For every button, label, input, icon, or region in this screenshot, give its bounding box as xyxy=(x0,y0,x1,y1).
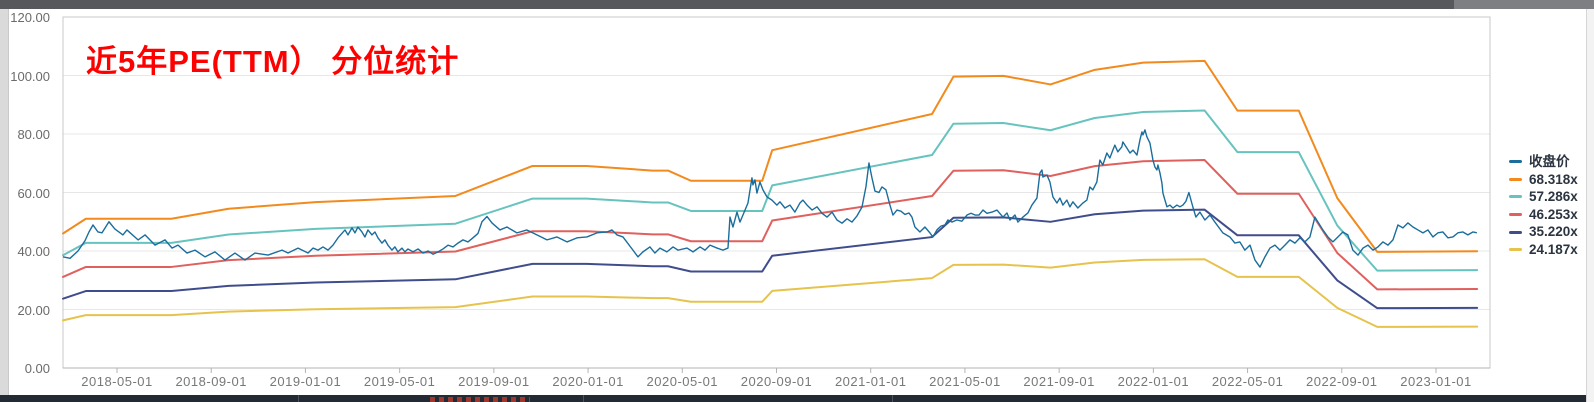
x-axis-label: 2021-09-01 xyxy=(1023,374,1095,389)
pe-band-line-46.253x[interactable] xyxy=(62,159,1479,291)
x-axis-label: 2019-05-01 xyxy=(363,374,436,389)
pe-band-line-24.187x[interactable] xyxy=(62,258,1479,328)
x-axis-label: 2018-09-01 xyxy=(175,374,247,389)
y-axis-label: 120.00 xyxy=(10,10,50,25)
x-axis-label: 2019-01-01 xyxy=(269,374,342,389)
legend-item-46.253x[interactable]: 46.253x xyxy=(1509,206,1578,224)
y-axis-label: 0.00 xyxy=(24,361,50,376)
legend-label: 35.220x xyxy=(1529,224,1578,240)
x-axis-label: 2022-09-01 xyxy=(1306,374,1378,389)
close-price-line[interactable] xyxy=(62,129,1478,268)
left-edge-strip xyxy=(0,9,9,395)
chart-title: 近5年PE(TTM） 分位统计 xyxy=(86,44,460,79)
legend-item-close[interactable]: 收盘价 xyxy=(1509,153,1578,171)
window-top-bar xyxy=(0,0,1594,9)
x-axis-label: 2020-05-01 xyxy=(646,374,719,389)
column-separator xyxy=(583,395,584,402)
vertical-scrollbar[interactable] xyxy=(1586,9,1594,402)
x-axis-label: 2022-01-01 xyxy=(1117,374,1190,389)
legend-line-swatch xyxy=(1509,195,1522,199)
legend-item-68.318x[interactable]: 68.318x xyxy=(1509,171,1578,189)
clipped-row-below-chart xyxy=(0,395,1586,402)
x-axis-label: 2022-05-01 xyxy=(1211,374,1284,389)
legend-label: 68.318x xyxy=(1529,171,1578,187)
legend-line-swatch xyxy=(1509,213,1522,217)
x-axis-label: 2019-09-01 xyxy=(458,374,530,389)
chart-legend: 收盘价 68.318x 57.286x 46.253x 35.220x 24.187x xyxy=(1509,153,1578,259)
y-axis-label: 40.00 xyxy=(17,244,50,259)
column-separator xyxy=(892,395,893,402)
legend-item-24.187x[interactable]: 24.187x xyxy=(1509,241,1578,259)
x-axis-label: 2020-09-01 xyxy=(740,374,813,389)
x-axis-label: 2023-01-01 xyxy=(1400,374,1472,389)
legend-label: 收盘价 xyxy=(1529,154,1570,170)
clipped-red-text-fragment xyxy=(430,397,530,402)
legend-item-57.286x[interactable]: 57.286x xyxy=(1509,188,1578,206)
legend-label: 46.253x xyxy=(1529,206,1578,222)
x-axis-label: 2018-05-01 xyxy=(81,374,153,389)
legend-label: 57.286x xyxy=(1529,189,1578,205)
y-axis-label: 80.00 xyxy=(17,127,50,142)
column-separator xyxy=(298,395,299,402)
legend-line-swatch xyxy=(1509,177,1522,181)
legend-line-swatch xyxy=(1509,230,1522,234)
x-axis-label: 2020-01-01 xyxy=(552,374,624,389)
legend-line-swatch xyxy=(1509,160,1522,164)
x-axis-label: 2021-01-01 xyxy=(834,374,907,389)
chart-plot-canvas[interactable] xyxy=(0,9,1594,402)
legend-line-swatch xyxy=(1509,248,1522,252)
pe-band-line-35.220x[interactable] xyxy=(62,208,1479,310)
window-top-bar-tail xyxy=(1454,0,1594,9)
y-axis-label: 20.00 xyxy=(17,302,50,318)
x-axis-label: 2021-05-01 xyxy=(929,374,1001,389)
y-axis-label: 60.00 xyxy=(17,185,50,201)
legend-item-35.220x[interactable]: 35.220x xyxy=(1509,223,1578,241)
pe-band-line-57.286x[interactable] xyxy=(62,109,1479,272)
y-axis-label: 100.00 xyxy=(10,68,50,84)
pe-percentile-chart[interactable]: 近5年PE(TTM） 分位统计 0.00 20.00 40.00 60.00 80.00… xyxy=(0,9,1586,395)
pe-band-line-68.318x[interactable] xyxy=(62,59,1479,253)
legend-label: 24.187x xyxy=(1529,242,1578,258)
